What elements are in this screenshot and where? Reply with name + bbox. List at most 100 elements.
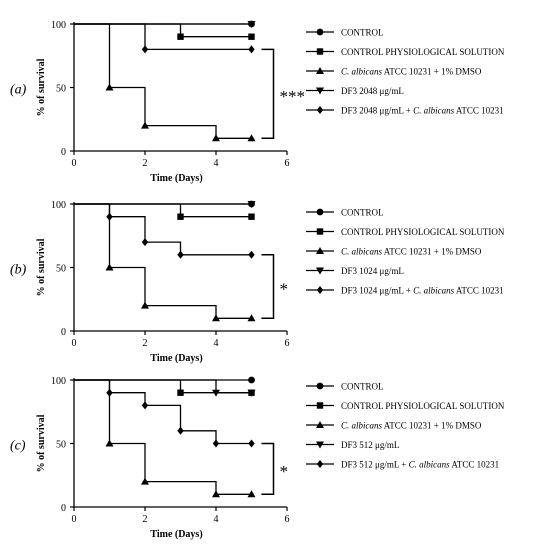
legend-marker [316, 106, 324, 114]
data-point [247, 201, 256, 208]
data-point [141, 45, 149, 54]
x-tick-label: 4 [214, 158, 219, 169]
legend-marker [316, 208, 324, 216]
y-tick-label: 100 [51, 20, 66, 31]
significance-bracket [261, 254, 275, 320]
y-tick-label: 50 [56, 440, 66, 451]
significance-mark: * [280, 280, 289, 299]
significance-mark: *** [280, 87, 306, 106]
series-line [74, 379, 252, 394]
x-tick-label: 4 [214, 338, 219, 349]
data-point [212, 314, 220, 322]
legend-label: DF3 1024 μg/mL [341, 266, 404, 276]
legend-marker [316, 247, 324, 254]
series-line [74, 203, 252, 319]
x-tick-label: 6 [285, 338, 290, 349]
data-point [248, 33, 255, 40]
legend-entry: DF3 1024 μg/mL [306, 266, 404, 276]
legend-marker [316, 441, 324, 449]
data-point [177, 250, 184, 259]
data-point [177, 213, 184, 220]
legend-label: DF3 1024 μg/mL + C. albicans ATCC 10231 [341, 286, 504, 296]
data-point [248, 45, 255, 54]
data-point [141, 401, 149, 410]
legend-entry: DF3 2048 μg/mL + C. albicans ATCC 10231 [306, 106, 504, 116]
data-point [106, 212, 113, 221]
data-point [105, 83, 114, 91]
legend-entry: C. albicans ATCC 10231 + 1% DMSO [306, 421, 482, 431]
panel-label: (c) [10, 439, 26, 454]
data-point [212, 439, 220, 448]
panel-label: (a) [10, 83, 27, 98]
legend-marker [316, 48, 324, 55]
data-point [105, 439, 114, 447]
series-line [74, 23, 252, 139]
x-tick-label: 2 [143, 338, 148, 349]
legend-marker [316, 402, 324, 409]
legend-label: C. albicans ATCC 10231 + 1% DMSO [341, 421, 482, 431]
legend-label: CONTROL PHYSIOLOGICAL SOLUTION [341, 227, 505, 237]
x-tick-label: 2 [143, 514, 148, 525]
data-point [248, 439, 255, 448]
significance-bracket [261, 442, 275, 496]
legend-entry: CONTROL PHYSIOLOGICAL SOLUTION [306, 227, 505, 237]
data-point [248, 376, 255, 384]
data-point [247, 314, 256, 322]
panel-label: (b) [10, 263, 27, 278]
significance-mark: * [280, 462, 289, 481]
legend-label: DF3 512 μg/mL [341, 440, 399, 450]
x-tick-label: 0 [72, 338, 77, 349]
data-point [248, 250, 255, 259]
y-tick-label: 50 [56, 84, 66, 95]
series-line [74, 203, 252, 218]
legend-entry: C. albicans ATCC 10231 + 1% DMSO [306, 67, 482, 77]
legend-label: C. albicans ATCC 10231 + 1% DMSO [341, 247, 482, 257]
y-tick-label: 0 [61, 147, 66, 158]
y-axis-label: % of survival [36, 58, 47, 116]
legend-entry: CONTROL [306, 208, 384, 218]
y-axis-label: % of survival [36, 414, 47, 472]
legend-entry: CONTROL PHYSIOLOGICAL SOLUTION [306, 401, 505, 411]
y-tick-label: 100 [51, 376, 66, 387]
data-point [106, 388, 113, 397]
legend-label: CONTROL [341, 382, 384, 392]
x-tick-label: 6 [285, 514, 290, 525]
series-line [74, 203, 252, 256]
x-tick-label: 4 [214, 514, 219, 525]
x-axis-label: Time (Days) [150, 529, 202, 540]
legend-entry: CONTROL [306, 28, 384, 38]
legend-marker [316, 28, 324, 36]
legend-entry: DF3 2048 μg/mL [306, 86, 404, 96]
legend-marker [316, 286, 324, 294]
y-tick-label: 0 [61, 327, 66, 338]
legend-entry: CONTROL [306, 382, 384, 392]
legend-marker [316, 87, 324, 95]
data-point [212, 490, 220, 498]
data-point [177, 426, 184, 435]
x-tick-label: 0 [72, 514, 77, 525]
legend-entry: DF3 512 μg/mL + C. albicans ATCC 10231 [306, 460, 499, 470]
legend-entry: C. albicans ATCC 10231 + 1% DMSO [306, 247, 482, 257]
legend-entry: CONTROL PHYSIOLOGICAL SOLUTION [306, 47, 505, 57]
data-point [247, 21, 256, 28]
legend-marker [316, 67, 324, 74]
x-tick-label: 6 [285, 158, 290, 169]
chart-panel: (c) 0 50 100 0 2 4 6 Time (Days) % of survival * CO… [10, 376, 505, 540]
legend-marker [316, 382, 324, 390]
data-point [141, 477, 149, 485]
legend-marker [316, 421, 324, 428]
x-tick-label: 2 [143, 158, 148, 169]
series-line [74, 23, 252, 38]
legend-label: CONTROL [341, 28, 384, 38]
legend-label: DF3 2048 μg/mL + C. albicans ATCC 10231 [341, 106, 504, 116]
legend-label: DF3 512 μg/mL + C. albicans ATCC 10231 [341, 460, 499, 470]
data-point [247, 134, 256, 142]
data-point [212, 134, 220, 142]
significance-bracket [261, 48, 275, 140]
data-point [141, 238, 149, 247]
y-tick-label: 100 [51, 200, 66, 211]
chart-panel: (a) 0 50 100 0 2 4 6 Time (Days) % of survival ***… [10, 20, 505, 184]
data-point [177, 389, 184, 396]
legend-label: DF3 2048 μg/mL [341, 86, 404, 96]
